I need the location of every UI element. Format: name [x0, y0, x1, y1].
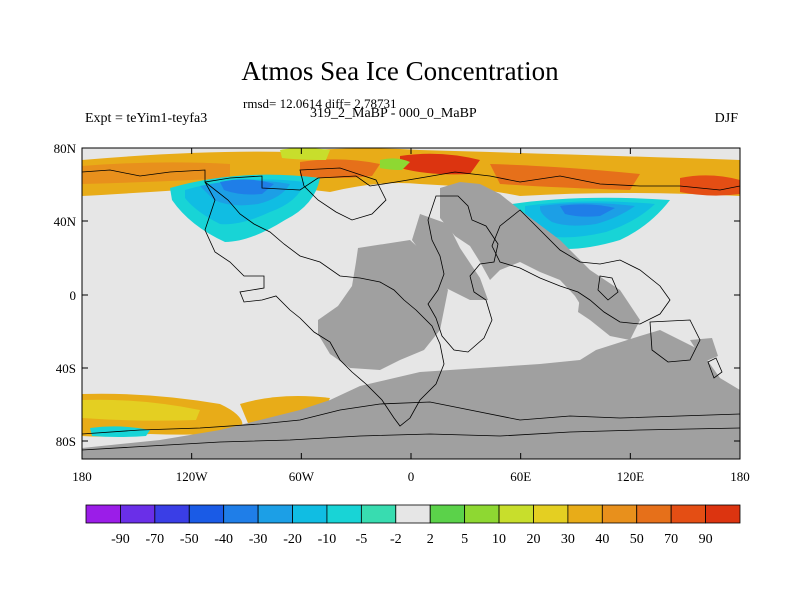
colorbar-label: 5: [461, 532, 468, 547]
lon-tick-label: 180: [730, 469, 750, 484]
colorbar-swatch: [85, 504, 121, 524]
colorbar-label: -70: [146, 532, 165, 547]
lon-tick-label: 0: [408, 469, 415, 484]
colorbar-swatch: [464, 504, 500, 524]
lon-tick-label: 120E: [617, 469, 645, 484]
colorbar-label: 30: [561, 532, 575, 547]
colorbar-swatch: [670, 504, 706, 524]
colorbar-label: -30: [249, 532, 268, 547]
map-field: [82, 148, 740, 459]
colorbar-swatch: [498, 504, 534, 524]
colorbar-swatch: [257, 504, 293, 524]
lon-tick-label: 120W: [176, 469, 209, 484]
lat-tick-label: 80S: [56, 434, 76, 449]
lat-tick-label: 80N: [54, 141, 77, 156]
colorbar-label: 10: [492, 532, 506, 547]
colorbar-label: -2: [390, 532, 402, 547]
season-label: DJF: [714, 111, 738, 126]
lat-tick-label: 40S: [56, 361, 76, 376]
lon-tick-label: 60E: [510, 469, 531, 484]
colorbar-swatch: [188, 504, 225, 524]
colorbar-swatch: [154, 504, 190, 524]
colorbar-swatch: [429, 504, 466, 524]
longitude-axis: 180 120W 60W 0 60E 120E 180: [72, 148, 750, 484]
colorbar-swatch: [223, 504, 259, 524]
colorbar-swatch: [360, 504, 397, 524]
colorbar-swatch: [636, 504, 672, 524]
period-label: 319_2_MaBP - 000_0_MaBP: [310, 106, 477, 121]
lon-tick-label: 60W: [289, 469, 315, 484]
colorbar-label: -50: [180, 532, 199, 547]
experiment-label: Expt = teYim1-teyfa3: [85, 111, 208, 126]
colorbar-label: 90: [699, 532, 713, 547]
colorbar-swatch: [567, 504, 603, 524]
colorbar-label: -10: [318, 532, 337, 547]
north-pacific-anomaly: [170, 174, 320, 242]
colorbar-swatch: [120, 504, 156, 524]
colorbar-label: -20: [283, 532, 302, 547]
lon-tick-label: 180: [72, 469, 92, 484]
colorbar-label: -90: [111, 532, 130, 547]
stats-label: rmsd= 12.0614 diff= 2.78731: [243, 96, 397, 111]
colorbar-swatch: [601, 504, 638, 524]
colorbar: -90 -70 -50 -40 -30 -20 -10 -5 -2 2 5 10 20 30 40 50 70 9…: [85, 504, 741, 547]
colorbar-label: 40: [595, 532, 609, 547]
lat-tick-label: 0: [70, 288, 77, 303]
colorbar-label: 20: [526, 532, 540, 547]
latitude-axis: 80N 40N 0 40S 80S: [54, 141, 740, 449]
colorbar-label: -40: [214, 532, 233, 547]
coastlines: [82, 167, 740, 451]
colorbar-swatch: [326, 504, 362, 524]
colorbar-label: 2: [427, 532, 434, 547]
lat-tick-label: 40N: [54, 214, 77, 229]
colorbar-label: 50: [630, 532, 644, 547]
colorbar-swatch: [705, 504, 741, 524]
colorbar-label: 70: [664, 532, 678, 547]
plot-title: Atmos Sea Ice Concentration: [241, 56, 559, 86]
colorbar-label: -5: [356, 532, 368, 547]
colorbar-swatch: [292, 504, 328, 524]
colorbar-swatch: [395, 504, 431, 524]
colorbar-swatch: [533, 504, 569, 524]
